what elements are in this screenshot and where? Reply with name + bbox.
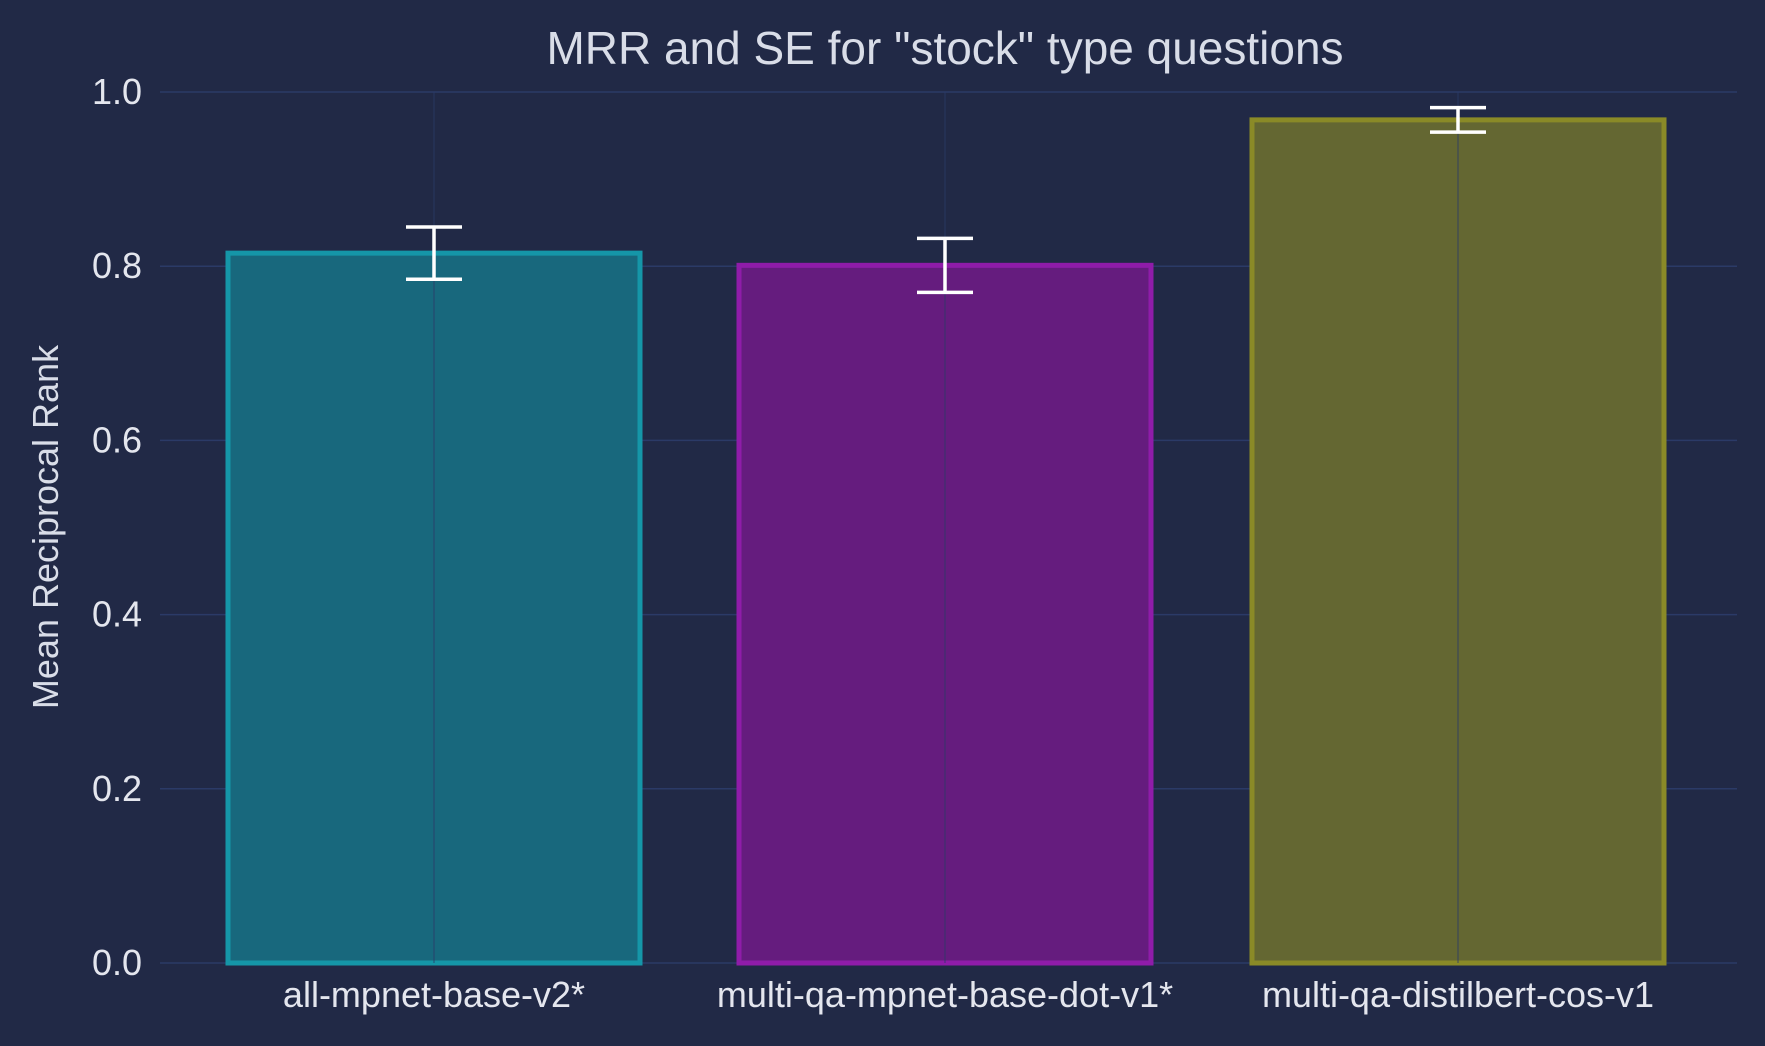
x-tick-label: multi-qa-mpnet-base-dot-v1* — [717, 974, 1173, 1015]
y-tick-label: 0.6 — [92, 419, 142, 460]
x-ticks: all-mpnet-base-v2* multi-qa-mpnet-base-do… — [283, 974, 1654, 1015]
x-tick-label: all-mpnet-base-v2* — [283, 974, 585, 1015]
y-tick-label: 0.8 — [92, 245, 142, 286]
error-bar — [1430, 105, 1486, 134]
chart-title: MRR and SE for "stock" type questions — [546, 22, 1343, 74]
y-axis-label: Mean Reciprocal Rank — [25, 344, 66, 709]
error-bar — [917, 236, 973, 295]
y-tick-label: 0.4 — [92, 594, 142, 635]
y-tick-label: 0.2 — [92, 768, 142, 809]
y-tick-label: 1.0 — [92, 71, 142, 112]
y-ticks: 0.0 0.2 0.4 0.6 0.8 1.0 — [92, 71, 142, 983]
y-tick-label: 0.0 — [92, 942, 142, 983]
error-bars — [406, 105, 1486, 295]
error-bar — [406, 225, 462, 282]
x-tick-label: multi-qa-distilbert-cos-v1 — [1262, 974, 1654, 1015]
